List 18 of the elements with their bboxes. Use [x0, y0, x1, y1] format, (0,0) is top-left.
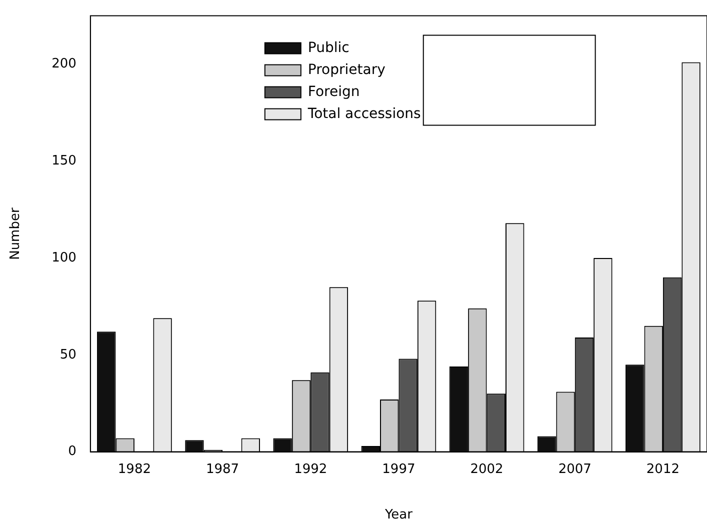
legend-label: Foreign — [308, 84, 360, 100]
x-tick-label: 2012 — [646, 462, 680, 477]
y-tick-label: 150 — [52, 154, 76, 169]
x-tick-label: 1992 — [294, 462, 328, 477]
x-tick-label: 1982 — [118, 462, 151, 477]
y-tick-label: 0 — [68, 444, 76, 460]
y-tick-label: 50 — [60, 347, 76, 362]
legend-label: Total accessions — [306, 106, 421, 122]
y-tick-label: 100 — [52, 250, 76, 266]
x-axis-title: Year — [384, 508, 414, 523]
x-tick-label: 1987 — [206, 462, 240, 477]
legend-label: Proprietary — [308, 62, 386, 78]
y-tick-label: 200 — [52, 56, 76, 72]
y-axis-title: Number — [8, 207, 24, 260]
x-tick-label: 1997 — [382, 462, 416, 477]
legend-label: Public — [308, 40, 350, 56]
x-tick-label: 2002 — [470, 462, 504, 477]
x-tick-label: 2007 — [558, 462, 592, 477]
